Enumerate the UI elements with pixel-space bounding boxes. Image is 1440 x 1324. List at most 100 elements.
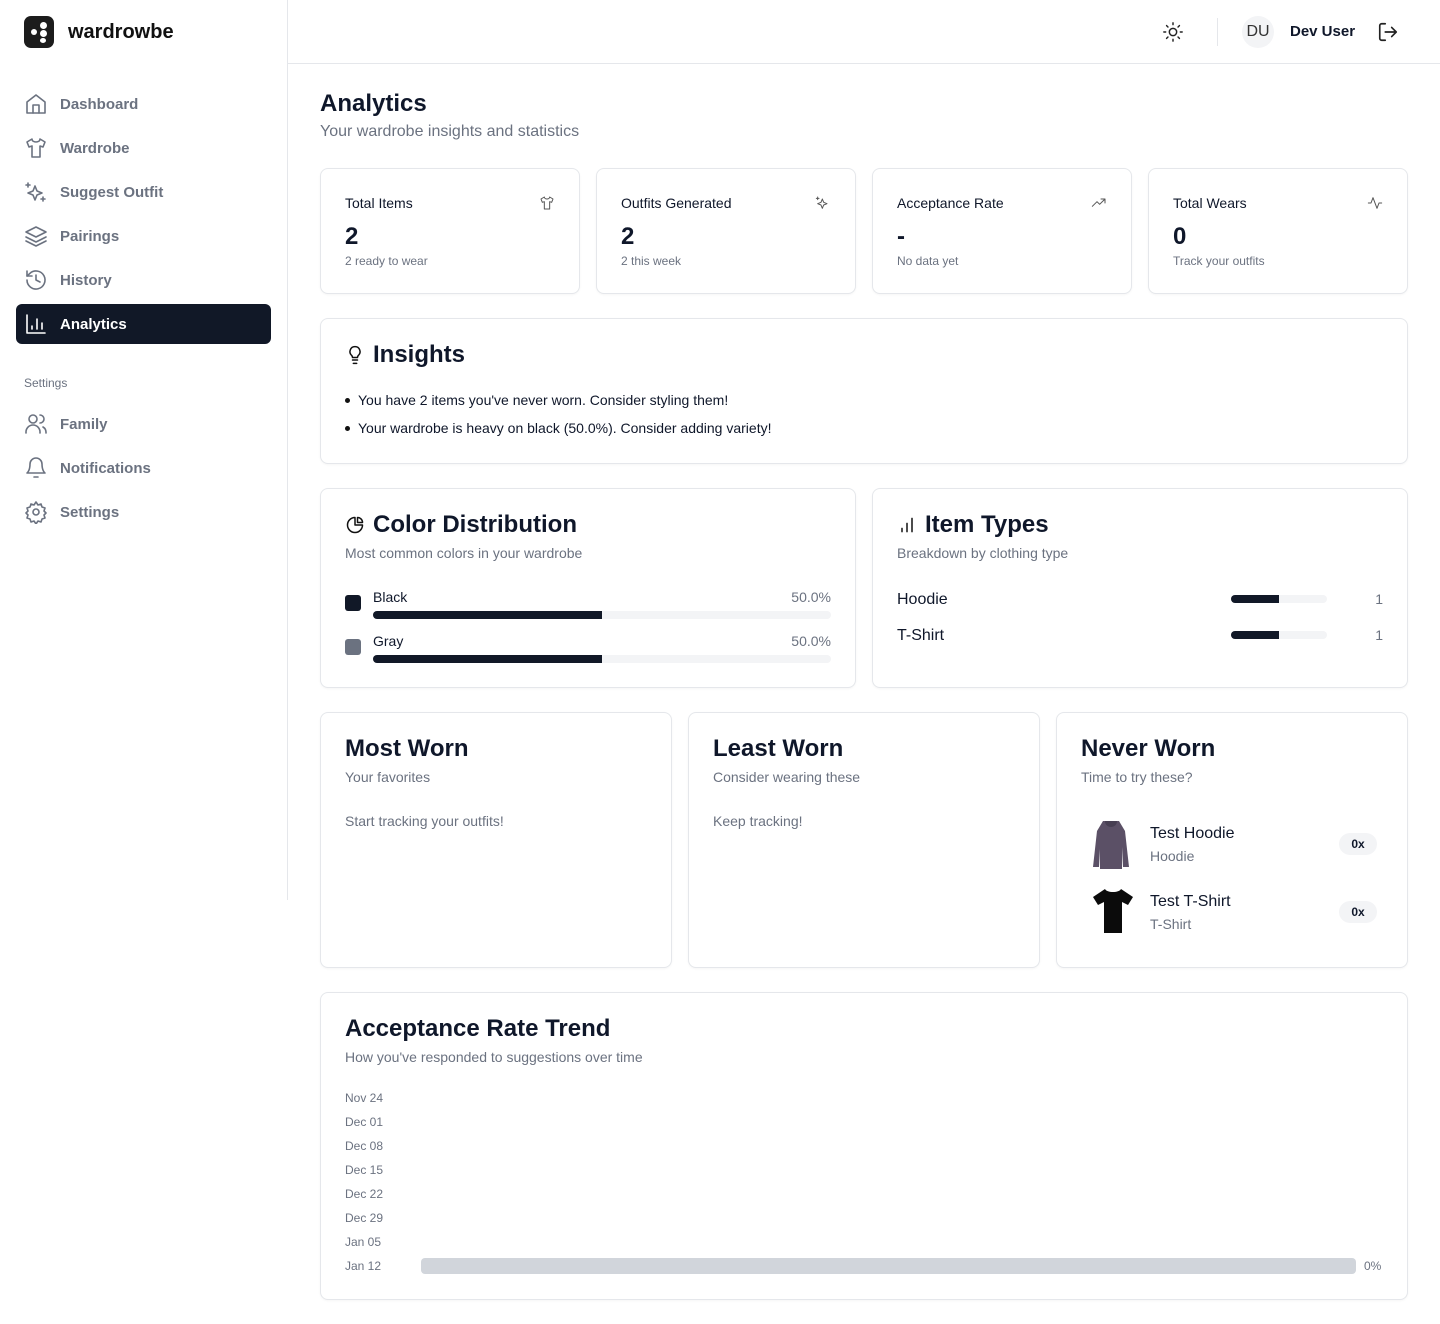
stat-value: 2 xyxy=(621,223,635,250)
sparkles-icon xyxy=(25,182,46,202)
most-worn-card: Most Worn Your favorites Start tracking … xyxy=(320,712,672,968)
type-count: 1 xyxy=(1375,627,1383,643)
sidebar-item-wardrobe[interactable]: Wardrobe xyxy=(16,128,271,168)
card-title: Never Worn xyxy=(1081,735,1216,762)
sidebar-item-history[interactable]: History xyxy=(16,260,271,300)
color-bar xyxy=(373,655,831,663)
insight-item: You have 2 items you've never worn. Cons… xyxy=(345,392,728,408)
insights-card: Insights You have 2 items you've never w… xyxy=(320,318,1408,464)
insights-title-text: Insights xyxy=(373,341,466,368)
stat-sub: Track your outfits xyxy=(1173,254,1265,268)
logo-icon xyxy=(24,16,54,48)
color-name: Gray xyxy=(373,633,404,649)
item-name: Test Hoodie xyxy=(1150,825,1235,842)
least-worn-card: Least Worn Consider wearing these Keep t… xyxy=(688,712,1040,968)
type-name: Hoodie xyxy=(897,591,948,608)
item-types-title: Item Types xyxy=(897,511,1049,539)
settings-nav: Family Notifications Settings xyxy=(16,404,271,536)
color-bar xyxy=(373,611,831,619)
type-name: T-Shirt xyxy=(897,627,945,644)
theme-toggle-sun-icon[interactable] xyxy=(1162,21,1184,43)
shirt-icon xyxy=(26,138,46,158)
color-name: Black xyxy=(373,589,408,605)
avatar[interactable]: DU xyxy=(1242,16,1274,48)
type-bar xyxy=(1231,595,1327,603)
stat-card-acceptance-rate: Acceptance Rate - No data yet xyxy=(872,168,1132,294)
never-worn-card: Never Worn Time to try these? Test Hoodi… xyxy=(1056,712,1408,968)
sidebar-item-label: Notifications xyxy=(60,459,151,477)
stat-title: Total Wears xyxy=(1173,195,1247,211)
sidebar-item-label: Pairings xyxy=(60,227,120,245)
bar-chart-icon xyxy=(26,314,46,334)
list-item[interactable]: Test T-Shirt T-Shirt 0x xyxy=(1081,883,1385,939)
logo[interactable]: wardrowbe xyxy=(24,16,174,48)
stat-sub: 2 this week xyxy=(621,254,682,268)
trend-date-label: Jan 05 xyxy=(345,1235,382,1249)
sidebar: wardrowbe Dashboard Wardrobe Suggest Out… xyxy=(0,0,288,900)
sidebar-item-label: Analytics xyxy=(60,315,127,333)
stat-title: Total Items xyxy=(345,195,413,211)
stat-sub: 2 ready to wear xyxy=(345,254,428,268)
gear-icon xyxy=(25,501,47,524)
empty-state: Keep tracking! xyxy=(713,813,803,829)
stat-value: 2 xyxy=(345,223,359,250)
trend-date-label: Dec 08 xyxy=(345,1139,384,1153)
sparkles-icon xyxy=(815,196,828,209)
sidebar-item-analytics[interactable]: Analytics xyxy=(16,304,271,344)
sidebar-item-pairings[interactable]: Pairings xyxy=(16,216,271,256)
card-subtitle: Most common colors in your wardrobe xyxy=(345,545,583,561)
trend-date-label: Dec 15 xyxy=(345,1163,384,1177)
insights-title: Insights xyxy=(345,341,465,369)
card-subtitle: Time to try these? xyxy=(1081,769,1193,785)
stat-card-outfits-generated: Outfits Generated 2 2 this week xyxy=(596,168,856,294)
pie-chart-icon xyxy=(346,516,364,534)
settings-section-label: Settings xyxy=(24,376,68,390)
color-percent: 50.0% xyxy=(791,589,831,605)
color-distribution-title: Color Distribution xyxy=(345,511,577,539)
card-subtitle: Consider wearing these xyxy=(713,769,861,785)
bar-chart-icon xyxy=(901,517,913,533)
top-bar: DU Dev User xyxy=(288,0,1440,64)
sidebar-item-family[interactable]: Family xyxy=(16,404,271,444)
color-percent: 50.0% xyxy=(791,633,831,649)
color-distribution-card: Color Distribution Most common colors in… xyxy=(320,488,856,688)
color-swatch xyxy=(345,595,361,611)
trend-bar xyxy=(421,1258,1356,1274)
sidebar-item-notifications[interactable]: Notifications xyxy=(16,448,271,488)
trending-up-icon xyxy=(1091,198,1106,207)
item-name: Test T-Shirt xyxy=(1150,893,1231,910)
empty-state: Start tracking your outfits! xyxy=(345,813,504,829)
list-item[interactable]: Test Hoodie Hoodie 0x xyxy=(1081,815,1385,871)
user-name[interactable]: Dev User xyxy=(1290,23,1356,40)
lightbulb-icon xyxy=(349,345,361,365)
trend-date-label: Nov 24 xyxy=(345,1091,384,1105)
item-types-card: Item Types Breakdown by clothing type Ho… xyxy=(872,488,1408,688)
activity-icon xyxy=(1367,197,1383,209)
home-icon xyxy=(26,94,46,114)
shirt-icon xyxy=(540,196,554,210)
page-subtitle: Your wardrobe insights and statistics xyxy=(320,123,580,140)
logout-icon[interactable] xyxy=(1377,21,1399,43)
sidebar-item-label: Family xyxy=(60,415,108,433)
stat-title: Outfits Generated xyxy=(621,195,732,211)
wear-count-badge: 0x xyxy=(1339,901,1377,923)
layers-icon xyxy=(25,226,47,247)
page-title: Analytics xyxy=(320,90,427,117)
sidebar-item-suggest-outfit[interactable]: Suggest Outfit xyxy=(16,172,271,212)
sidebar-item-dashboard[interactable]: Dashboard xyxy=(16,84,271,124)
card-title-text: Item Types xyxy=(925,511,1049,538)
item-type: Hoodie xyxy=(1150,848,1195,864)
card-subtitle: Your favorites xyxy=(345,769,431,785)
stat-sub: No data yet xyxy=(897,254,959,268)
type-bar xyxy=(1231,631,1327,639)
trend-date-label: Dec 01 xyxy=(345,1115,384,1129)
card-title-text: Color Distribution xyxy=(373,511,577,538)
card-subtitle: Breakdown by clothing type xyxy=(897,545,1069,561)
trend-value-label: 0% xyxy=(1364,1259,1382,1273)
history-icon xyxy=(26,270,46,290)
sidebar-item-settings[interactable]: Settings xyxy=(16,492,271,532)
trend-date-label: Dec 29 xyxy=(345,1211,384,1225)
item-type: T-Shirt xyxy=(1150,916,1192,932)
divider xyxy=(1217,18,1218,46)
card-title: Least Worn xyxy=(713,735,844,762)
